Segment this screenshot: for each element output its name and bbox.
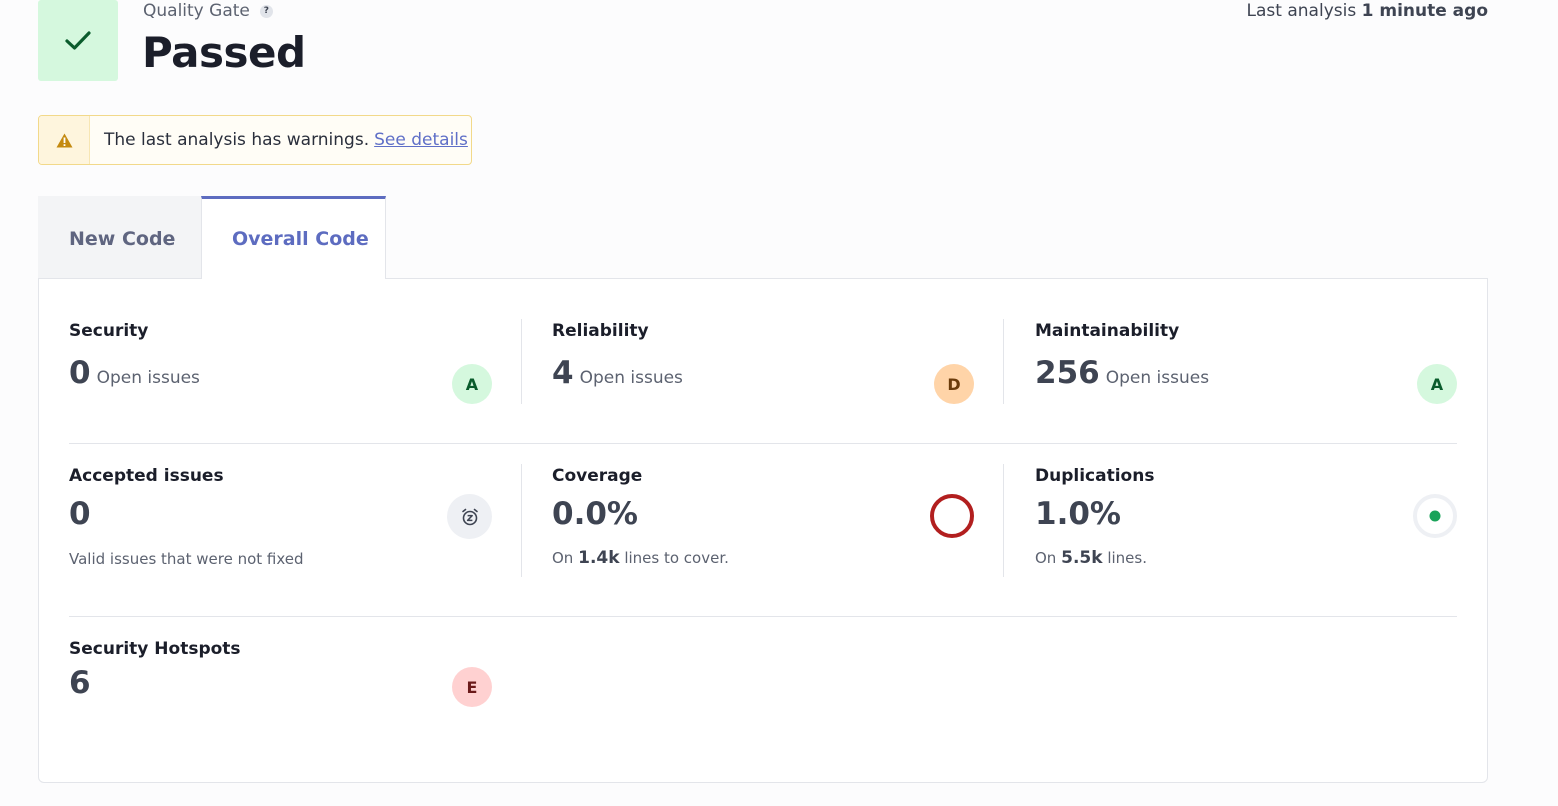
tab-overall-code[interactable]: Overall Code [201,196,386,279]
maintainability-cell: Maintainability 256 Open issues [1035,321,1209,391]
security-hotspots-rating[interactable]: E [452,667,492,707]
coverage-sub-suffix: lines to cover. [624,549,729,567]
duplications-metric: 1.0% [1035,496,1154,532]
quality-gate-status: Passed [142,28,306,77]
maintainability-unit: Open issues [1105,368,1210,388]
divider [1003,464,1004,577]
divider [521,464,522,577]
row-divider [69,443,1457,444]
coverage-metric: 0.0% [552,496,729,532]
duplications-indicator-icon [1413,494,1457,538]
security-rating[interactable]: A [452,364,492,404]
last-analysis-time: 1 minute ago [1361,1,1488,21]
warning-text: The last analysis has warnings. [104,130,370,150]
quality-gate-label: Quality Gate ? [143,1,273,21]
security-title: Security [69,321,149,341]
see-details-link[interactable]: See details [374,130,468,150]
accepted-issues-value[interactable]: 0 [69,496,91,532]
tab-new-code[interactable]: New Code [38,196,201,279]
duplications-value[interactable]: 1.0% [1035,496,1121,532]
warning-icon [56,133,72,147]
coverage-ring-icon [930,494,974,538]
reliability-metric: 4 Open issues [552,355,683,391]
warning-message: The last analysis has warnings. See deta… [90,116,468,164]
measures-card: Security 0 Open issues A Reliability 4 O… [38,278,1488,783]
warning-icon-box [39,116,90,164]
maintainability-rating[interactable]: A [1417,364,1457,404]
maintainability-metric: 256 Open issues [1035,355,1209,391]
security-hotspots-title: Security Hotspots [69,639,241,659]
security-hotspots-value[interactable]: 6 [69,665,91,701]
coverage-title: Coverage [552,466,643,486]
duplications-title: Duplications [1035,466,1155,486]
duplications-lines: On 5.5k lines. [1035,548,1154,568]
reliability-rating[interactable]: D [934,364,974,404]
duplications-cell: Duplications 1.0% On 5.5k lines. [1035,466,1154,568]
quality-gate-label-text: Quality Gate [143,1,250,21]
reliability-title: Reliability [552,321,649,341]
security-cell: Security 0 Open issues [69,321,200,391]
security-hotspots-metric: 6 [69,665,241,701]
security-metric: 0 Open issues [69,355,200,391]
last-analysis-prefix: Last analysis [1246,1,1357,21]
maintainability-value[interactable]: 256 [1035,355,1100,391]
coverage-sub-prefix: On [552,549,574,567]
accepted-issues-title: Accepted issues [69,466,224,486]
row-divider [69,616,1457,617]
divider [521,319,522,404]
last-analysis: Last analysis 1 minute ago [1247,1,1488,21]
coverage-cell: Coverage 0.0% On 1.4k lines to cover. [552,466,729,568]
accepted-issues-cell: Accepted issues 0 Valid issues that were… [69,466,304,568]
alarm-clock-icon [461,508,478,525]
security-value[interactable]: 0 [69,355,91,391]
snooze-clock-icon [447,494,492,539]
duplications-sub-prefix: On [1035,549,1057,567]
code-period-tabs: New Code Overall Code [38,196,386,279]
duplications-sub-suffix: lines. [1107,549,1147,567]
maintainability-title: Maintainability [1035,321,1180,341]
reliability-value[interactable]: 4 [552,355,574,391]
duplications-lines-count[interactable]: 5.5k [1061,548,1103,568]
divider [1003,319,1004,404]
coverage-lines: On 1.4k lines to cover. [552,548,729,568]
quality-gate-badge [38,0,118,81]
coverage-lines-count[interactable]: 1.4k [578,548,620,568]
security-hotspots-cell: Security Hotspots 6 [69,639,241,701]
reliability-unit: Open issues [579,368,683,388]
accepted-issues-metric: 0 [69,496,304,532]
reliability-cell: Reliability 4 Open issues [552,321,683,391]
help-icon[interactable]: ? [259,4,273,18]
analysis-warning-banner: The last analysis has warnings. See deta… [38,115,472,165]
coverage-value[interactable]: 0.0% [552,496,638,532]
checkmark-icon [65,30,91,50]
security-unit: Open issues [96,368,200,388]
accepted-issues-description: Valid issues that were not fixed [69,550,304,568]
